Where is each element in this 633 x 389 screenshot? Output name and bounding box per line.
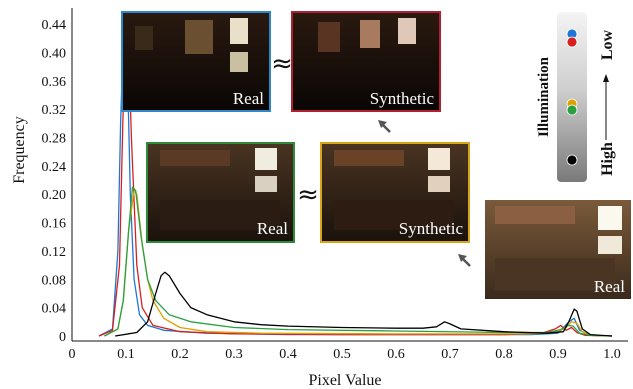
illumination-legend: Illumination Low High [536, 12, 616, 182]
approx-symbol: ≈ [297, 180, 319, 210]
legend-dot-4 [566, 154, 578, 166]
legend-dot-3 [566, 104, 578, 116]
legend-title: Illumination [536, 56, 552, 137]
ceiling-shape [160, 150, 230, 166]
x-tick-label: 0.5 [333, 347, 351, 362]
floor-shape [334, 200, 454, 230]
illumination-gradient-bar [557, 12, 587, 182]
x-tick-label: 0.2 [171, 347, 189, 362]
plot-axes: 0 0.1 0.2 0.3 0.4 0.5 0.6 0.7 0.8 0.9 1.0 0 0.04 0.0… [11, 8, 628, 389]
window-shape [598, 206, 622, 230]
y-tick-label: 0.24 [42, 160, 67, 175]
window-shape [230, 18, 248, 44]
x-tick-label: 0.1 [117, 347, 135, 362]
series-line-3 [104, 186, 613, 337]
window-shape [135, 26, 153, 50]
thumbnail-label: Synthetic [370, 89, 435, 108]
thumbnail-real-high: Real [485, 200, 631, 299]
x-axis-ticks: 0 0.1 0.2 0.3 0.4 0.5 0.6 0.7 0.8 0.9 1.0 [69, 347, 621, 362]
y-axis-ticks: 0 0.04 0.08 0.12 0.16 0.20 0.24 0.28 0.32 0.36 0.4… [42, 18, 67, 345]
window-shape [428, 176, 450, 192]
series-line-2 [104, 190, 613, 337]
y-tick-label: 0.40 [42, 46, 67, 61]
ceiling-shape [334, 150, 404, 166]
window-shape [398, 18, 416, 44]
ceiling-shape [495, 206, 575, 224]
x-tick-label: 0.6 [387, 347, 405, 362]
progression-arrow [458, 254, 471, 267]
x-tick-label: 0.9 [549, 347, 567, 362]
thumbnail-synthetic-low: Synthetic [291, 11, 441, 112]
progression-arrow [378, 120, 391, 133]
window-shape [598, 236, 622, 254]
floor-shape [495, 258, 615, 290]
y-tick-label: 0.36 [42, 75, 67, 90]
thumbnail-real-low: Real [121, 11, 271, 112]
x-tick-label: 0.3 [225, 347, 243, 362]
window-shape [360, 20, 380, 48]
thumbnail-label: Real [233, 89, 264, 108]
x-axis-title: Pixel Value [308, 372, 381, 389]
window-shape [230, 52, 248, 72]
y-tick-label: 0 [59, 330, 66, 345]
thumbnail-label: Synthetic [399, 219, 464, 238]
y-tick-label: 0.44 [42, 18, 67, 33]
window-shape [255, 176, 277, 192]
legend-dot-1 [566, 36, 578, 48]
window-shape [318, 22, 340, 52]
x-tick-label: 0.8 [495, 347, 513, 362]
thumbnail-synthetic-mid: Synthetic [320, 142, 470, 243]
x-tick-label: 0.7 [441, 347, 459, 362]
legend-dots [566, 28, 578, 166]
thumbnail-label: Real [257, 219, 288, 238]
x-tick-label: 0 [69, 347, 76, 362]
window-shape [185, 20, 213, 54]
thumbnail-label: Real [594, 277, 625, 296]
y-tick-label: 0.16 [42, 217, 67, 232]
x-tick-label: 1.0 [603, 347, 621, 362]
y-axis-title: Frequency [11, 116, 28, 184]
y-tick-label: 0.28 [42, 132, 67, 147]
series-line-4 [115, 271, 613, 337]
window-shape [428, 148, 450, 170]
y-tick-label: 0.04 [42, 302, 67, 317]
legend-high-label: High [599, 142, 616, 176]
x-tick-label: 0.4 [279, 347, 297, 362]
legend-low-label: Low [599, 29, 616, 60]
y-tick-label: 0.20 [42, 188, 67, 203]
approx-symbol: ≈ [271, 49, 293, 79]
y-tick-label: 0.08 [42, 273, 67, 288]
window-shape [255, 148, 277, 170]
floor-shape [160, 200, 280, 230]
y-tick-label: 0.12 [42, 245, 67, 260]
legend-arrow-head [603, 74, 609, 82]
thumbnail-real-mid: Real [146, 142, 295, 243]
y-tick-label: 0.32 [42, 103, 67, 118]
